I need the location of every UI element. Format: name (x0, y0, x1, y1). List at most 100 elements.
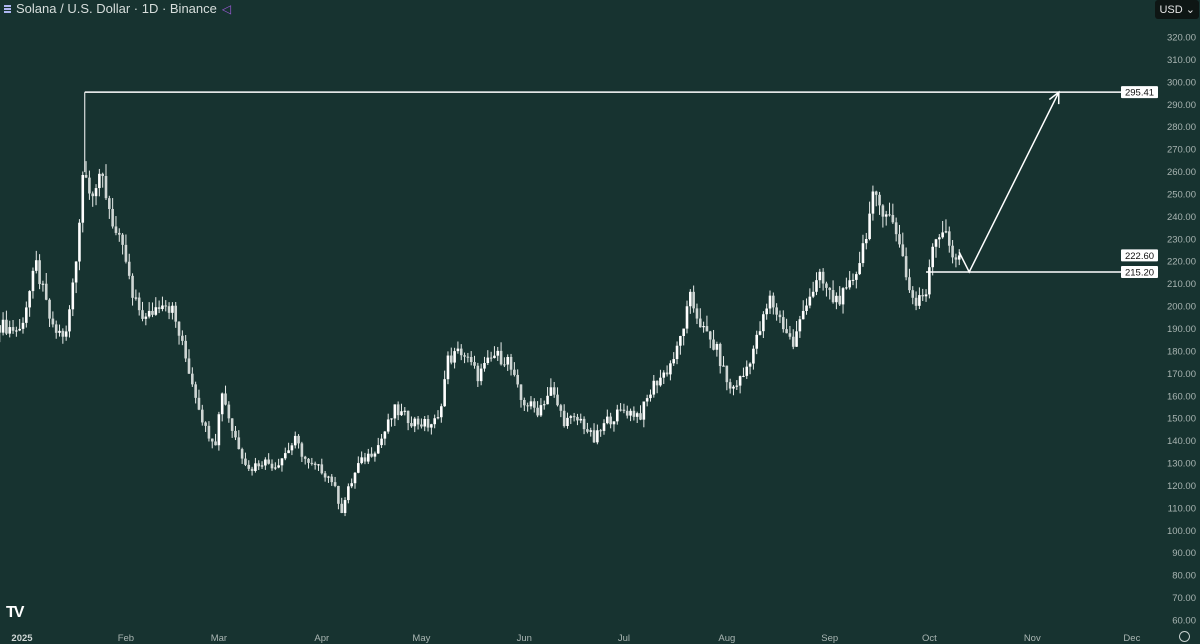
candle-body (632, 410, 636, 417)
candle-body (855, 274, 858, 280)
candle-body (542, 404, 546, 406)
candle-body (323, 473, 327, 478)
candle-body (848, 280, 851, 288)
candle-body (244, 458, 247, 465)
symbol-title[interactable]: Solana / U.S. Dollar · 1D · Binance (16, 1, 217, 16)
candle-body (443, 379, 446, 407)
candle-body (386, 419, 390, 432)
candle-body (921, 295, 925, 297)
candle-body (582, 418, 586, 430)
candle-body (888, 214, 891, 216)
y-tick-label: 80.00 (1172, 571, 1196, 582)
y-tick-label: 180.00 (1167, 346, 1196, 357)
candle-body (791, 336, 795, 347)
candle-body (944, 231, 948, 233)
candle-body (58, 330, 61, 333)
candle-body (197, 397, 201, 410)
candle-body (204, 422, 207, 426)
candle-body (167, 306, 171, 313)
candle-body (662, 372, 666, 378)
candle-body (396, 404, 400, 416)
chart-header: Solana / U.S. Dollar · 1D · Binance ◁ (4, 1, 231, 16)
x-tick-label: May (412, 633, 430, 644)
y-tick-label: 220.00 (1167, 257, 1196, 268)
candle-body (366, 453, 370, 462)
tradingview-logo[interactable]: TV (6, 604, 25, 621)
x-tick-label: Aug (718, 633, 735, 644)
candle-body (74, 261, 78, 283)
candle-body (370, 453, 373, 457)
candle-body (781, 317, 785, 330)
y-tick-label: 90.00 (1172, 548, 1196, 559)
candle-body (841, 288, 845, 305)
candle-body (333, 482, 337, 486)
candle-body (446, 355, 450, 380)
candle-body (602, 423, 606, 431)
script-icon[interactable]: ◁ (221, 1, 232, 16)
candle-body (619, 409, 622, 411)
y-tick-label: 320.00 (1167, 33, 1196, 44)
y-tick-label: 270.00 (1167, 145, 1196, 156)
candle-body (625, 410, 629, 416)
candle-body (659, 377, 662, 386)
candle-body (343, 500, 347, 513)
candle-body (220, 393, 224, 415)
candle-body (523, 399, 526, 406)
candle-body (287, 450, 290, 454)
candle-body (217, 414, 221, 446)
y-tick-label: 300.00 (1167, 77, 1196, 88)
candle-body (954, 257, 958, 260)
x-tick-label: Apr (314, 633, 329, 644)
candle-body (941, 232, 944, 238)
y-tick-label: 140.00 (1167, 436, 1196, 447)
candle-body (420, 424, 423, 427)
candle-body (708, 331, 712, 340)
candle-body (864, 239, 868, 244)
candle-body (274, 467, 277, 469)
candle-body (901, 244, 905, 257)
candle-body (778, 314, 782, 318)
candle-body (486, 357, 490, 363)
x-tick-label: Sep (821, 633, 838, 644)
x-tick-label: Feb (118, 633, 134, 644)
candle-body (825, 283, 828, 288)
candle-body (31, 270, 35, 292)
candle-body (174, 305, 178, 322)
projection-path (958, 91, 1060, 274)
candle-body (891, 215, 895, 223)
candle-body (210, 438, 214, 442)
gear-icon[interactable] (1179, 631, 1190, 642)
candle-body (698, 318, 702, 328)
candle-body (423, 418, 427, 427)
candle-body (88, 177, 91, 194)
currency-selector[interactable]: USD ⌄ (1155, 0, 1199, 19)
y-tick-label: 290.00 (1167, 100, 1196, 111)
candle-body (177, 321, 181, 336)
candle-body (539, 405, 543, 416)
candle-body (154, 307, 158, 315)
candle-body (728, 382, 732, 389)
candle-body (237, 437, 241, 450)
candle-body (509, 356, 513, 370)
candle-body (111, 208, 114, 227)
candle-body (147, 310, 151, 317)
candle-body (908, 277, 911, 291)
candle-body (805, 305, 808, 311)
candle-body (752, 348, 755, 364)
candle-body (772, 295, 775, 308)
x-tick-label: Mar (211, 633, 227, 644)
candle-body (181, 335, 184, 341)
candle-body (715, 343, 719, 350)
candle-body (476, 365, 480, 382)
candle-body (765, 308, 768, 315)
candle-body (11, 327, 15, 331)
candle-body (874, 191, 878, 195)
candle-body (98, 173, 101, 189)
candle-body (957, 255, 961, 260)
candle-body (635, 413, 639, 417)
candle-body (230, 418, 234, 431)
candle-body (240, 449, 244, 459)
candle-body (403, 410, 407, 412)
menu-icon[interactable] (4, 4, 11, 13)
